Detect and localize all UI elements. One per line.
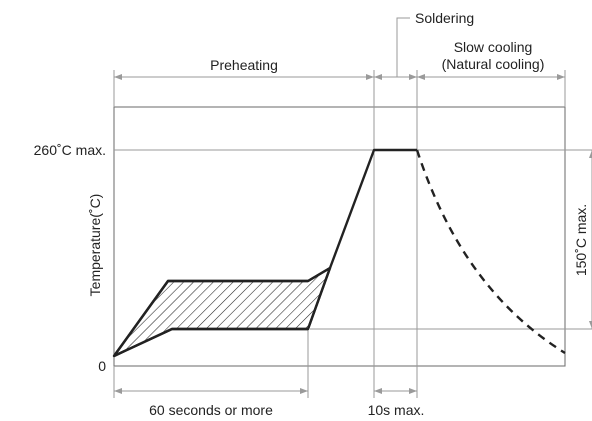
natural-cooling-label: (Natural cooling) xyxy=(442,56,545,72)
cooling-drop-label: 150˚C max. xyxy=(573,204,589,276)
plot-frame xyxy=(113,106,566,367)
zero-label: 0 xyxy=(98,358,106,374)
slow-cooling-label: Slow cooling xyxy=(454,39,533,55)
cooling-curve xyxy=(415,149,566,355)
soldering-label: Soldering xyxy=(415,10,474,26)
solder-time-label: 10s max. xyxy=(368,402,425,418)
preheating-label: Preheating xyxy=(210,57,278,73)
preheat-time-label: 60 seconds or more xyxy=(149,402,273,418)
soldering-leader xyxy=(396,17,410,77)
profile-upper-curve xyxy=(113,148,417,357)
y-axis-label: Temperature(˚C) xyxy=(87,194,103,297)
profile-lower-curve xyxy=(113,267,332,358)
peak-temp-label: 260˚C max. xyxy=(34,142,106,158)
